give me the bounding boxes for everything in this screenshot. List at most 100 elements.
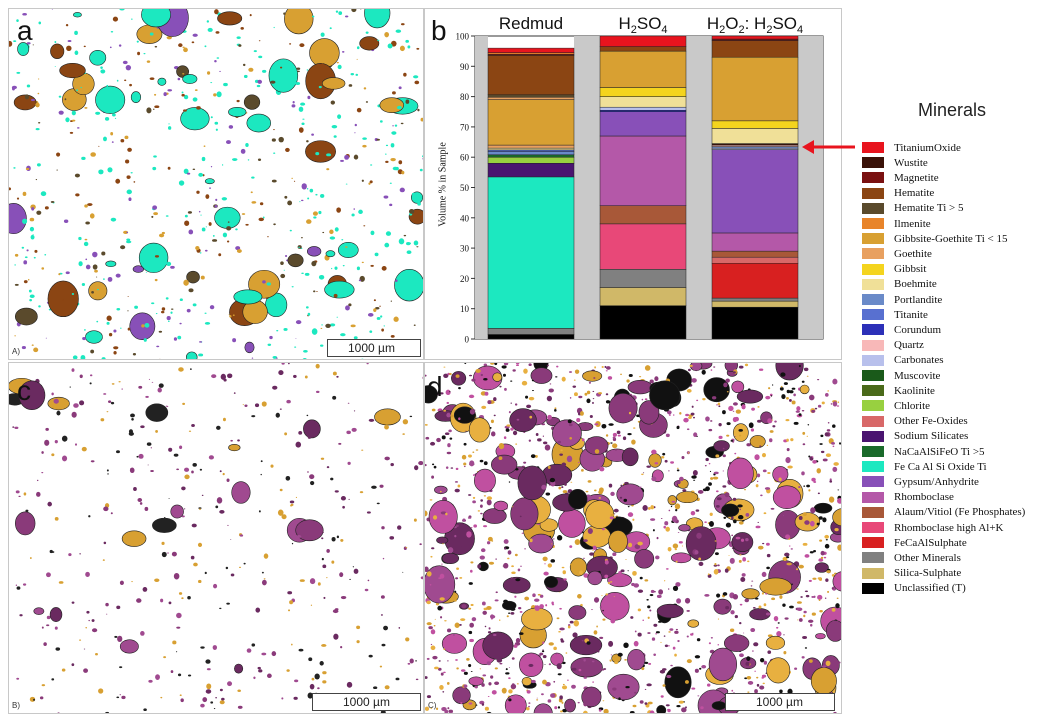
particle (117, 635, 123, 642)
particle (543, 571, 549, 576)
particle (599, 636, 604, 639)
particle (437, 667, 442, 671)
particle (361, 358, 364, 359)
particle (381, 265, 387, 271)
particle (444, 620, 447, 622)
particle (440, 511, 447, 515)
particle (715, 454, 720, 458)
particle (198, 172, 204, 177)
particle (734, 614, 738, 619)
particle (608, 423, 614, 426)
particle (672, 585, 679, 591)
particle (280, 261, 284, 265)
particle (301, 122, 305, 126)
particle (425, 566, 429, 573)
particle (724, 363, 738, 372)
particle (665, 433, 670, 438)
particle (479, 555, 485, 560)
particle (13, 167, 16, 169)
particle (56, 169, 58, 171)
particle (646, 465, 651, 468)
particle (779, 689, 783, 694)
particle (718, 405, 721, 408)
particle (258, 40, 261, 42)
particle (510, 577, 513, 579)
particle (567, 419, 572, 424)
particle (514, 595, 517, 598)
particle (569, 545, 573, 548)
particle (733, 519, 737, 524)
particle (770, 507, 775, 510)
legend-label: Kaolinite (894, 384, 935, 397)
particle (228, 314, 230, 315)
particle (568, 605, 587, 620)
particle (655, 631, 660, 634)
particle (629, 711, 635, 713)
particle (658, 620, 662, 623)
particle (494, 667, 498, 670)
particle (168, 601, 172, 605)
particle (51, 392, 54, 396)
particle (802, 512, 807, 516)
particle (667, 546, 672, 552)
particle (95, 111, 101, 115)
particle (180, 698, 184, 703)
particle (26, 84, 31, 88)
particle (668, 588, 670, 590)
particle (670, 461, 675, 464)
particle (837, 546, 841, 551)
particle (806, 375, 809, 377)
particle (433, 625, 436, 627)
particle (29, 294, 35, 299)
particle (455, 659, 458, 661)
particle (505, 672, 510, 675)
particle (215, 128, 218, 131)
particle (16, 19, 19, 22)
particle (560, 449, 563, 452)
legend-swatch (862, 430, 884, 442)
particle (731, 534, 734, 537)
particle (199, 341, 203, 343)
chart-panel-b: b 0102030405060708090100RedmudH2​SO4​H2​… (424, 8, 842, 360)
particle (649, 380, 681, 411)
particle (782, 515, 785, 517)
particle (402, 419, 409, 425)
particle (722, 470, 724, 472)
particle (417, 202, 421, 206)
legend-item: Carbonates (862, 353, 943, 368)
particle (191, 523, 197, 528)
particle (275, 357, 278, 359)
particle (542, 679, 547, 685)
particle (746, 656, 751, 661)
particle (74, 173, 80, 178)
legend-title: Minerals (918, 100, 987, 120)
particle (47, 501, 52, 507)
particle (644, 365, 651, 371)
particle (772, 485, 801, 509)
particle (165, 215, 169, 217)
particle (531, 379, 535, 382)
particle (426, 571, 432, 577)
particle (36, 491, 41, 497)
panel-corner-d: C) (428, 701, 437, 710)
particle (502, 576, 531, 594)
particle (569, 620, 574, 624)
particle (85, 571, 90, 577)
particle (441, 706, 447, 712)
particle (219, 688, 223, 692)
particle (391, 131, 397, 135)
particle (675, 508, 678, 512)
particle (593, 377, 596, 379)
particle (537, 438, 542, 442)
particle (819, 579, 822, 581)
particle (738, 428, 743, 432)
particle (308, 657, 313, 662)
particle (251, 176, 255, 179)
particle (742, 557, 747, 562)
legend-item: Goethite (862, 246, 932, 261)
particle (530, 454, 536, 459)
bar-segment (487, 55, 575, 96)
legend-label: Fe Ca Al Si Oxide Ti (894, 460, 987, 473)
particle (504, 387, 507, 391)
particle (637, 608, 642, 612)
